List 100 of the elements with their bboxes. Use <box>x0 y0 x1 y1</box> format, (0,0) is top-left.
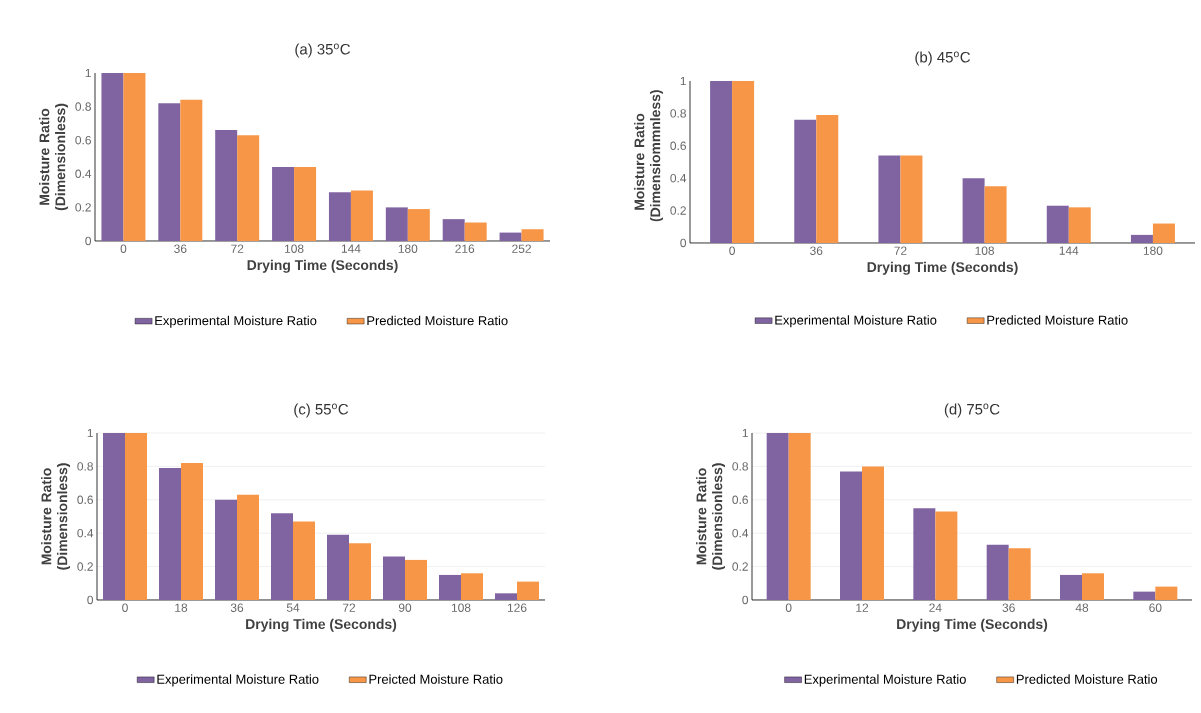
x-tick-label: 108 <box>975 246 995 255</box>
bar <box>407 209 430 241</box>
chart-title: (a) 35$^{o}$C <box>295 43 351 58</box>
x-axis-title: Drying Time (Seconds) <box>897 618 1048 632</box>
bar <box>294 167 317 241</box>
bar <box>215 130 238 241</box>
x-axis-title: Drying Time (Seconds) <box>867 261 1018 275</box>
bar <box>900 155 923 243</box>
bar <box>350 190 373 241</box>
legend-label: Experimental Moisture Ratio <box>155 315 317 328</box>
bar <box>385 207 408 241</box>
bar <box>1130 234 1153 243</box>
bar <box>215 499 238 600</box>
y-tick-label: 1 <box>87 428 93 438</box>
legend-label: Experimental Moisture Ratio <box>157 674 319 687</box>
x-tick-label: 12 <box>856 603 869 612</box>
bar <box>732 80 755 243</box>
bar <box>816 115 839 243</box>
bar <box>327 534 349 600</box>
bar <box>1060 574 1083 600</box>
x-tick-label: 144 <box>341 244 361 253</box>
bar <box>878 155 901 243</box>
bar <box>1082 573 1105 600</box>
bar <box>710 80 733 243</box>
y-tick-label: 0.4 <box>670 173 687 183</box>
x-tick-label: 48 <box>1075 603 1089 612</box>
x-tick-label: 60 <box>1149 603 1162 612</box>
x-tick-label: 180 <box>1143 246 1163 255</box>
bar <box>788 432 811 600</box>
x-tick-label: 72 <box>342 603 356 612</box>
bar <box>984 186 1007 243</box>
y-axis-title: Moisture Ratio (Dimensionless) <box>41 463 71 570</box>
x-tick-label: 144 <box>1059 246 1079 255</box>
y-tick-label: 0 <box>742 595 749 605</box>
bar <box>442 219 465 241</box>
y-tick-label: 1 <box>742 428 748 438</box>
bar <box>794 119 817 243</box>
bar <box>1046 205 1069 243</box>
y-tick-label: 0.8 <box>77 462 93 471</box>
y-axis-title: Moisture Ratio (Dimensionless) <box>696 463 726 570</box>
y-tick-label: 0.2 <box>670 206 686 215</box>
bar <box>101 72 124 241</box>
bar <box>237 494 260 600</box>
x-tick-label: 252 <box>512 244 531 253</box>
bar <box>464 222 487 241</box>
bar <box>405 559 427 600</box>
bar <box>103 432 126 600</box>
bar <box>123 72 146 241</box>
bar <box>962 178 985 243</box>
legend-label: Experimental Moisture Ratio <box>804 674 966 687</box>
bar <box>1068 207 1091 243</box>
chart-title: (d) 75$^{o}$C <box>944 403 1000 418</box>
bar <box>1133 591 1156 600</box>
chart-title: (b) 45$^{o}$C <box>915 51 971 66</box>
x-tick-label: 108 <box>451 603 471 612</box>
bar <box>913 508 936 600</box>
y-tick-label: 1 <box>680 76 686 86</box>
x-tick-label: 216 <box>455 244 475 253</box>
chart-title: (c) 55$^{o}$C <box>294 403 349 418</box>
legend-label: Predicted Moisture Ratio <box>1016 674 1158 684</box>
y-tick-label: 0.6 <box>75 135 91 145</box>
x-tick-label: 108 <box>285 244 304 253</box>
legend-label: Preicted Moisture Ratio <box>369 674 503 684</box>
x-tick-label: 0 <box>785 603 792 612</box>
y-tick-label: 0.4 <box>732 528 749 538</box>
bar <box>517 581 539 600</box>
x-tick-label: 180 <box>398 244 418 253</box>
bar <box>840 471 863 600</box>
x-tick-label: 126 <box>507 603 527 612</box>
x-tick-label: 54 <box>286 603 300 612</box>
bar <box>935 511 958 600</box>
bar <box>766 432 789 600</box>
y-tick-label: 0.8 <box>732 462 748 471</box>
x-tick-label: 36 <box>1002 603 1015 612</box>
x-tick-label: 0 <box>120 244 127 253</box>
y-tick-label: 0.6 <box>670 141 686 151</box>
legend-label: Experimental Moisture Ratio <box>775 315 937 328</box>
x-tick-label: 36 <box>230 603 244 612</box>
y-tick-label: 0.8 <box>75 102 91 111</box>
bar <box>181 463 204 600</box>
bar <box>499 232 522 241</box>
bar <box>1008 548 1031 600</box>
y-axis-title: Moisture Ratio (Dimensiommnless) <box>634 90 664 222</box>
bar <box>237 135 260 241</box>
bar <box>180 99 203 241</box>
bar <box>461 573 483 600</box>
x-tick-label: 18 <box>175 603 188 612</box>
bar <box>293 521 316 600</box>
x-axis-title: Drying Time (Seconds) <box>247 259 398 273</box>
y-tick-label: 0.6 <box>732 495 748 505</box>
legend-label: Predicted Moisture Ratio <box>987 315 1128 325</box>
y-tick-label: 1 <box>85 68 91 78</box>
bar <box>125 432 148 600</box>
y-tick-label: 0.2 <box>77 562 93 571</box>
y-tick-label: 0.8 <box>670 109 686 118</box>
bar <box>271 513 294 600</box>
y-tick-label: 0.2 <box>75 203 91 212</box>
y-tick-label: 0.4 <box>75 169 92 179</box>
bar <box>986 544 1009 600</box>
bar <box>159 468 182 600</box>
